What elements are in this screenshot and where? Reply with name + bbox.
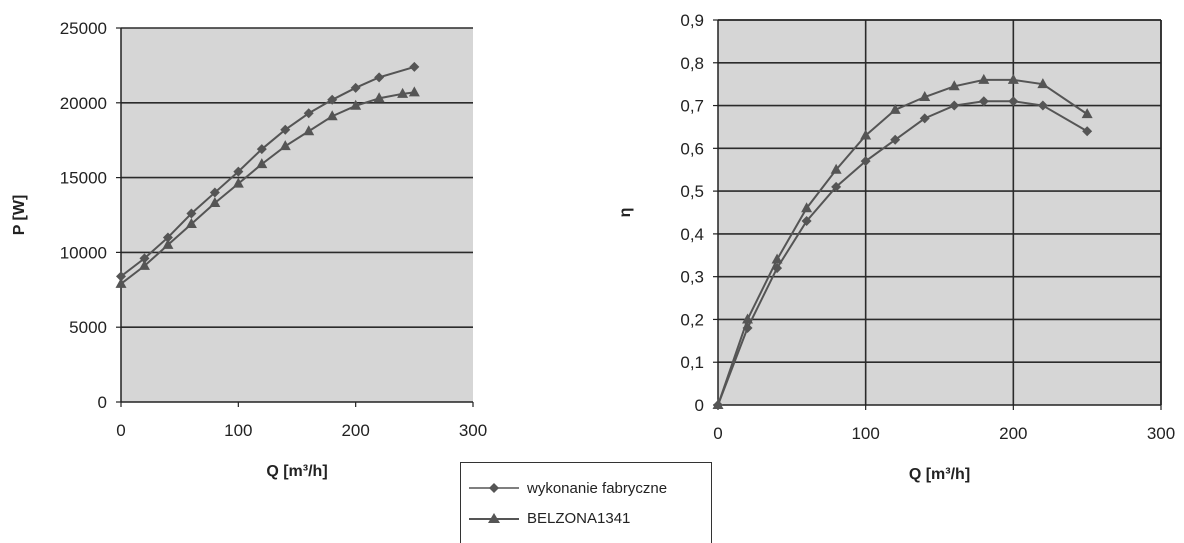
diamond-point (1082, 126, 1093, 137)
diamond-point (890, 134, 901, 145)
diamond-point (116, 271, 126, 282)
triangle-point (860, 129, 872, 140)
y-tick-label: 0 (695, 396, 704, 415)
x-tick-label: 0 (713, 424, 722, 443)
triangle-point (801, 202, 813, 213)
triangle-point (978, 73, 990, 84)
power-chart-svg: 0 5000 10000 15000 20000 25000 0 100 200 300 Q [m³… (11, 19, 487, 480)
y-tick-label: 5000 (69, 318, 107, 337)
x-axis-title: Q [m³/h] (266, 463, 327, 480)
triangle-point (373, 92, 385, 103)
diamond-point (374, 72, 385, 83)
legend-label: BELZONA1341 (527, 509, 631, 527)
diamond-point (139, 253, 150, 264)
y-axis-title: P [W] (11, 195, 28, 236)
y-tick-label: 0,7 (680, 97, 704, 116)
triangle-point (919, 91, 931, 101)
diamond-point (233, 166, 244, 177)
triangle-point (256, 158, 268, 169)
efficiency-chart-svg: 0 0,1 0,2 0,3 0,4 0,5 0,6 0,7 0,8 0,9 0 100 200 300 Q … (617, 11, 1175, 483)
diamond-point (801, 216, 812, 227)
triangle-point (889, 103, 901, 114)
y-tick-label: 0,8 (680, 54, 704, 73)
diamond-point (303, 108, 314, 119)
diamond-point (209, 187, 220, 198)
triangle-point (1007, 73, 1019, 84)
diamond-point (742, 323, 753, 333)
x-tick-label: 200 (341, 421, 369, 440)
y-tick-label: 0,6 (680, 139, 704, 158)
triangle-point (279, 140, 291, 151)
diamond-point (280, 124, 291, 135)
x-tick-label: 0 (116, 421, 125, 440)
triangle-point (185, 217, 197, 228)
triangle-point (397, 87, 409, 98)
plot-area (121, 28, 473, 402)
diamond-point (860, 156, 871, 167)
triangle-point (326, 110, 338, 121)
legend-item-factory: wykonanie fabryczne (467, 477, 667, 499)
efficiency-chart: 0 0,1 0,2 0,3 0,4 0,5 0,6 0,7 0,8 0,9 0 100 200 300 Q … (617, 0, 1184, 490)
y-tick-label: 15000 (60, 169, 107, 188)
legend-label: wykonanie fabryczne (527, 479, 668, 497)
triangle-point (138, 259, 150, 270)
plot-area (718, 20, 1161, 405)
triangle-point (303, 125, 315, 136)
y-tick-label: 0 (98, 393, 107, 412)
diamond-point (1008, 96, 1019, 107)
y-tick-label: 0,5 (680, 182, 704, 201)
x-axis-title: Q [m³/h] (909, 466, 970, 483)
triangle-point (1037, 78, 1049, 89)
triangle-point (742, 313, 754, 324)
x-tick-label: 200 (999, 424, 1027, 443)
y-tick-label: 10000 (60, 243, 107, 262)
diamond-point (978, 96, 989, 107)
y-tick-label: 0,2 (680, 310, 704, 329)
diamond-point (831, 181, 842, 192)
diamond-point (772, 263, 783, 274)
triangle-point (948, 80, 960, 91)
triangle-point (408, 86, 420, 97)
diamond-point (350, 82, 361, 93)
triangle-point (350, 99, 362, 110)
triangle-point (232, 177, 244, 188)
power-chart: 0 5000 10000 15000 20000 25000 0 100 200 300 Q [m³… (0, 0, 560, 490)
x-tick-label: 100 (224, 421, 252, 440)
triangle-point (830, 163, 842, 174)
diamond-point (186, 208, 197, 219)
triangle-point (771, 253, 783, 264)
diamond-point (949, 100, 960, 111)
y-tick-label: 0,4 (680, 225, 704, 244)
triangle-marker-icon (469, 513, 519, 523)
diamond-point (327, 94, 338, 105)
diamond-point (256, 144, 267, 155)
y-tick-label: 0,3 (680, 268, 704, 287)
triangle-point (712, 399, 724, 409)
x-tick-label: 100 (851, 424, 879, 443)
y-axis-title: η (620, 208, 634, 218)
x-tick-label: 300 (1147, 424, 1175, 443)
diamond-point (1037, 100, 1048, 111)
triangle-point (1081, 108, 1093, 119)
triangle-point (162, 238, 174, 249)
diamond-marker-icon (469, 483, 519, 493)
diamond-point (409, 61, 420, 72)
y-tick-label: 0,9 (680, 11, 704, 30)
legend: wykonanie fabryczne BELZONA1341 (460, 462, 712, 543)
triangle-point (209, 197, 221, 208)
y-tick-label: 25000 (60, 19, 107, 38)
x-tick-label: 300 (459, 421, 487, 440)
y-tick-label: 20000 (60, 94, 107, 113)
diamond-point (162, 232, 173, 243)
triangle-point (115, 277, 127, 288)
y-tick-label: 0,1 (680, 353, 704, 372)
diamond-point (919, 113, 930, 124)
legend-item-belzona: BELZONA1341 (467, 507, 630, 529)
